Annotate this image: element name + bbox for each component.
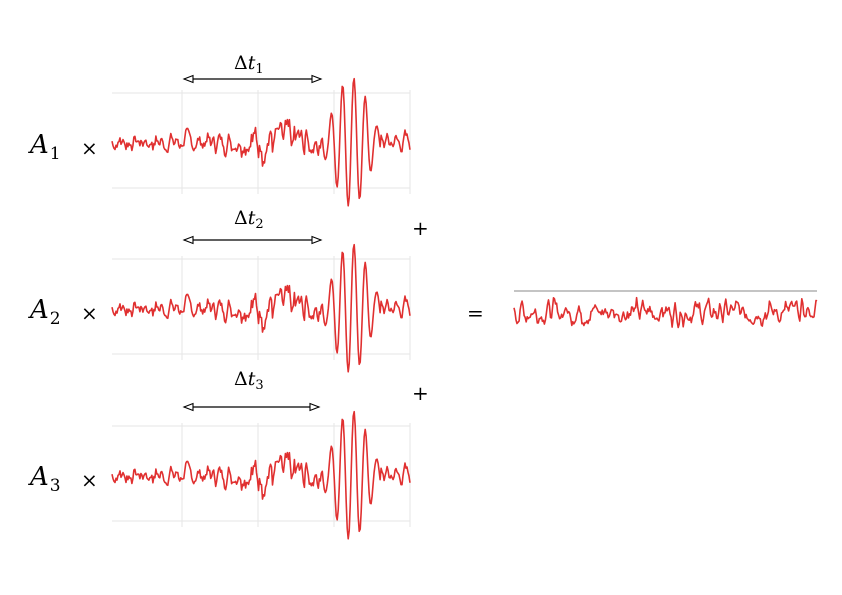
amplitude-label-3: A3 bbox=[30, 462, 61, 496]
wave-trace bbox=[513, 296, 818, 329]
amplitude-label-1: A1 bbox=[30, 130, 61, 164]
wave-trace bbox=[111, 410, 411, 540]
delay-label-1: Δt1 bbox=[234, 52, 264, 77]
delay-label-3: Δt3 bbox=[234, 368, 264, 393]
wave-trace bbox=[111, 243, 411, 373]
plus-sign-1: + bbox=[412, 216, 429, 240]
times-sign-2: × bbox=[81, 301, 98, 325]
waveform-panel-2 bbox=[111, 243, 411, 373]
equals-sign: = bbox=[467, 301, 484, 325]
times-sign-3: × bbox=[81, 468, 98, 492]
waveform-panel-3 bbox=[111, 410, 411, 540]
amplitude-label-2: A2 bbox=[30, 295, 61, 329]
plus-sign-2: + bbox=[412, 381, 429, 405]
times-sign-1: × bbox=[81, 136, 98, 160]
wave-trace bbox=[111, 77, 411, 207]
delay-label-2: Δt2 bbox=[234, 207, 264, 232]
result-waveform bbox=[513, 290, 818, 329]
waveform-panel-1 bbox=[111, 77, 411, 207]
